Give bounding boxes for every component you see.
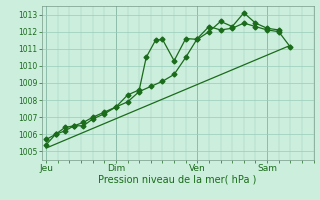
X-axis label: Pression niveau de la mer( hPa ): Pression niveau de la mer( hPa ) [99, 175, 257, 185]
